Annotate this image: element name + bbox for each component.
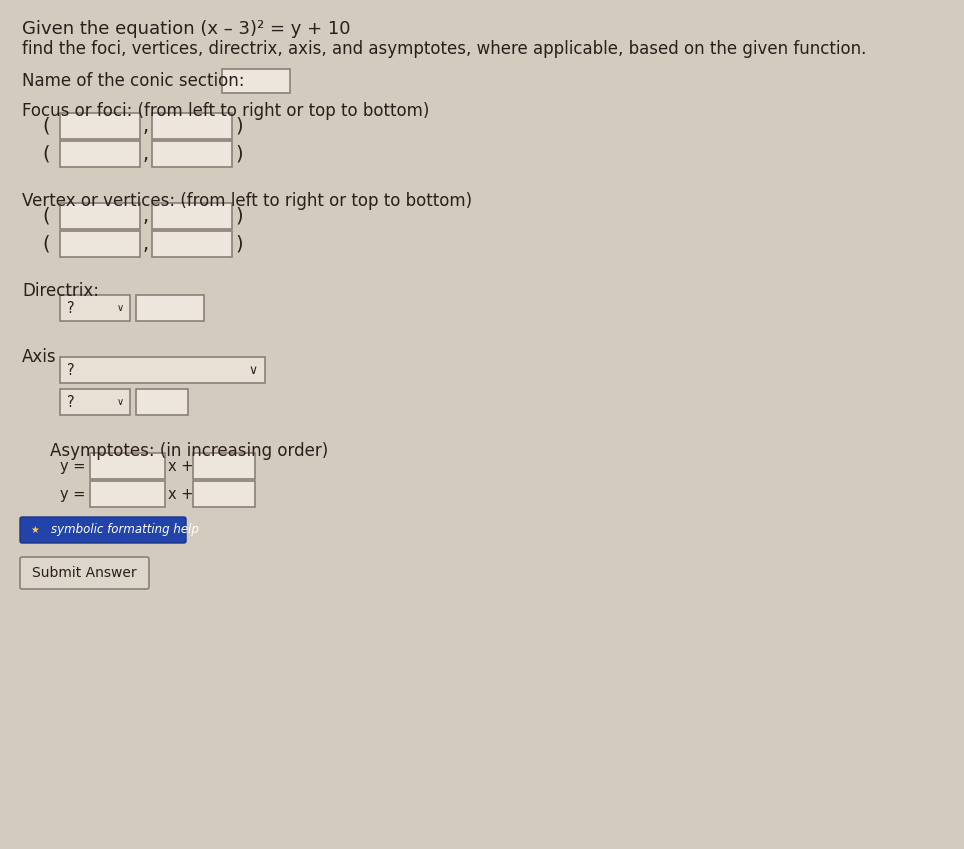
- Text: x +: x +: [168, 458, 194, 474]
- Text: find the foci, vertices, directrix, axis, and asymptotes, where applicable, base: find the foci, vertices, directrix, axis…: [22, 40, 867, 58]
- Text: ): ): [235, 234, 243, 254]
- Text: ): ): [235, 206, 243, 226]
- Text: ,: ,: [143, 206, 149, 226]
- Text: ): ): [235, 116, 243, 136]
- Text: Axis: Axis: [22, 348, 57, 366]
- Text: Focus or foci: (from left to right or top to bottom): Focus or foci: (from left to right or to…: [22, 102, 429, 120]
- Text: x +: x +: [168, 486, 194, 502]
- Text: ?: ?: [67, 395, 74, 409]
- Text: (: (: [42, 116, 50, 136]
- Bar: [152, 141, 232, 167]
- Bar: [60, 141, 140, 167]
- Bar: [152, 113, 232, 139]
- Text: symbolic formatting help: symbolic formatting help: [51, 524, 199, 537]
- Bar: [60, 389, 130, 415]
- Text: (: (: [42, 144, 50, 164]
- Text: ,: ,: [143, 116, 149, 136]
- Bar: [90, 453, 165, 479]
- Bar: [60, 203, 140, 229]
- Text: ,: ,: [143, 234, 149, 254]
- Text: ∨: ∨: [117, 303, 123, 313]
- Text: ): ): [235, 144, 243, 164]
- Bar: [90, 481, 165, 507]
- Text: Vertex or vertices: (from left to right or top to bottom): Vertex or vertices: (from left to right …: [22, 192, 472, 210]
- Bar: [152, 203, 232, 229]
- Text: Name of the conic section:: Name of the conic section:: [22, 72, 245, 90]
- Text: ,: ,: [143, 144, 149, 164]
- Bar: [222, 69, 290, 93]
- Text: ?: ?: [67, 301, 74, 316]
- Text: ★: ★: [30, 525, 39, 535]
- Text: Given the equation (x – 3)² = y + 10: Given the equation (x – 3)² = y + 10: [22, 20, 351, 38]
- Bar: [60, 295, 130, 321]
- Bar: [193, 481, 255, 507]
- Text: (: (: [42, 206, 50, 226]
- Bar: [60, 113, 140, 139]
- Text: y =: y =: [60, 458, 85, 474]
- Bar: [60, 231, 140, 257]
- Text: ?: ?: [67, 363, 74, 378]
- Text: ∨: ∨: [249, 363, 257, 376]
- Bar: [136, 389, 188, 415]
- Bar: [193, 453, 255, 479]
- Text: ∨: ∨: [117, 397, 123, 407]
- FancyBboxPatch shape: [20, 557, 149, 589]
- Text: y =: y =: [60, 486, 85, 502]
- Text: (: (: [42, 234, 50, 254]
- Bar: [136, 295, 204, 321]
- Text: Directrix:: Directrix:: [22, 282, 99, 300]
- FancyBboxPatch shape: [20, 517, 186, 543]
- Text: Submit Answer: Submit Answer: [32, 566, 136, 580]
- Bar: [152, 231, 232, 257]
- Text: Asymptotes: (in increasing order): Asymptotes: (in increasing order): [50, 442, 329, 460]
- Bar: [60, 357, 265, 383]
